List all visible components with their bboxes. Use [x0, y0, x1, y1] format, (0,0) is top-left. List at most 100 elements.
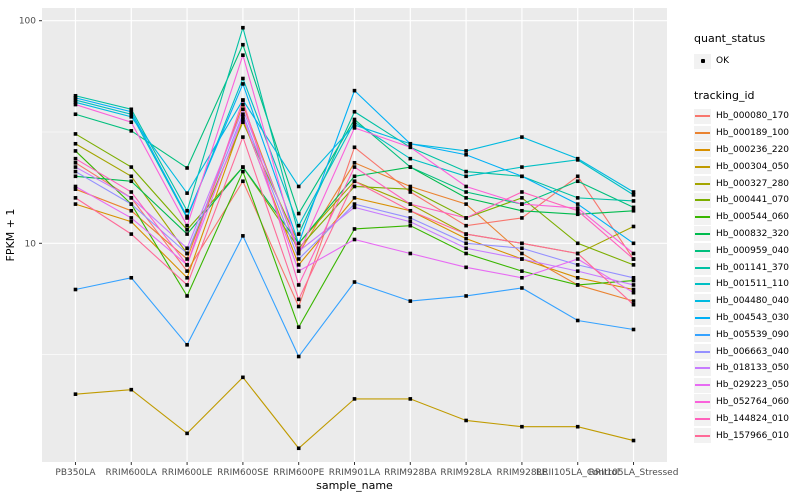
- x-axis-title: sample_name: [316, 479, 393, 492]
- data-point: [185, 227, 189, 232]
- legend-item-label: Hb_052764_060: [716, 396, 790, 407]
- legend-item-Hb_144824_010: Hb_144824_010: [694, 410, 798, 427]
- data-point: [185, 275, 189, 280]
- data-point: [464, 152, 468, 157]
- x-tick-label: PB350LA: [55, 468, 96, 478]
- legend-item-label: Hb_144824_010: [716, 413, 790, 424]
- data-point: [464, 202, 468, 206]
- data-point: [73, 187, 78, 191]
- data-point: [352, 88, 357, 93]
- data-point: [408, 208, 413, 213]
- legend-item-Hb_000959_040: Hb_000959_040: [694, 242, 798, 259]
- legend-key-line-icon: [694, 176, 711, 192]
- data-point: [129, 112, 134, 117]
- data-point: [352, 165, 357, 169]
- data-point: [575, 156, 580, 161]
- legend-item-ok: OK: [694, 51, 798, 71]
- data-point: [631, 199, 636, 203]
- data-point: [408, 190, 413, 194]
- data-point: [185, 223, 189, 228]
- data-point: [352, 126, 357, 130]
- data-point: [73, 112, 78, 117]
- legend-item-Hb_001511_110: Hb_001511_110: [694, 276, 798, 293]
- data-point: [408, 184, 413, 189]
- data-point: [520, 257, 524, 261]
- data-point: [631, 275, 636, 280]
- data-point: [241, 42, 245, 47]
- data-point: [296, 354, 301, 359]
- data-point: [296, 232, 301, 236]
- x-tick-label: RRII105LA_Stressed: [589, 468, 679, 478]
- legend-item-label: Hb_006663_040: [716, 346, 790, 357]
- data-point: [352, 117, 357, 122]
- data-point: [575, 212, 580, 217]
- data-point: [73, 287, 78, 292]
- data-point: [73, 100, 78, 105]
- legend-key-line-icon: [694, 310, 711, 326]
- data-point: [73, 98, 78, 102]
- data-point: [408, 299, 413, 303]
- data-point: [631, 205, 636, 210]
- data-point: [464, 184, 468, 189]
- data-point: [73, 392, 78, 396]
- data-point: [352, 145, 357, 150]
- data-point: [464, 169, 468, 174]
- x-tick-label: RRIM901LA: [329, 468, 381, 478]
- data-point: [464, 246, 468, 251]
- data-point: [296, 241, 301, 246]
- data-point: [185, 246, 189, 251]
- legend-item-label: Hb_000080_170: [716, 111, 790, 122]
- y-tick-label: 100: [19, 17, 36, 27]
- data-point: [129, 179, 134, 184]
- data-point: [520, 246, 524, 251]
- data-point: [575, 196, 580, 200]
- legend-key-line-icon: [694, 192, 711, 208]
- legend-key-line-icon: [694, 360, 711, 376]
- data-point: [185, 208, 189, 213]
- data-point: [296, 257, 301, 261]
- data-point: [241, 102, 245, 107]
- data-point: [241, 53, 245, 57]
- data-point: [631, 278, 636, 283]
- data-point: [73, 160, 78, 165]
- data-point: [296, 297, 301, 302]
- legend-item-Hb_000236_220: Hb_000236_220: [694, 142, 798, 159]
- data-point: [73, 184, 78, 189]
- data-point: [408, 216, 413, 220]
- data-point: [352, 280, 357, 284]
- y-tick-label: 10: [25, 239, 37, 249]
- data-point: [520, 216, 524, 220]
- data-point: [296, 263, 301, 267]
- data-point: [296, 269, 301, 273]
- data-point: [129, 232, 134, 236]
- legend-item-Hb_000832_320: Hb_000832_320: [694, 226, 798, 243]
- data-point: [129, 115, 134, 119]
- legend-item-Hb_001141_370: Hb_001141_370: [694, 259, 798, 276]
- data-point: [241, 98, 245, 102]
- data-point: [408, 145, 413, 150]
- quant-status-legend-title: quant_status: [694, 32, 766, 45]
- legend-key-line-icon: [694, 327, 711, 343]
- data-point: [631, 302, 636, 307]
- data-point: [352, 179, 357, 184]
- legend-key-line-icon: [694, 293, 711, 309]
- data-point: [352, 237, 357, 242]
- data-point: [129, 165, 134, 169]
- data-point: [296, 223, 301, 228]
- data-point: [352, 160, 357, 165]
- data-point: [129, 202, 134, 206]
- data-point: [575, 263, 580, 267]
- legend-key-line-icon: [694, 226, 711, 242]
- data-point: [73, 149, 78, 153]
- legend-item-Hb_000441_070: Hb_000441_070: [694, 192, 798, 209]
- data-point: [408, 141, 413, 146]
- data-point: [73, 102, 78, 107]
- data-point: [296, 283, 301, 287]
- x-tick-label: RRIM600LA: [106, 468, 158, 478]
- x-tick-label: RRIM600PE: [273, 468, 325, 478]
- data-point: [73, 96, 78, 100]
- data-point: [352, 205, 357, 210]
- legend-item-label: Hb_000304_050: [716, 161, 790, 172]
- data-point: [185, 214, 189, 219]
- data-point: [575, 251, 580, 256]
